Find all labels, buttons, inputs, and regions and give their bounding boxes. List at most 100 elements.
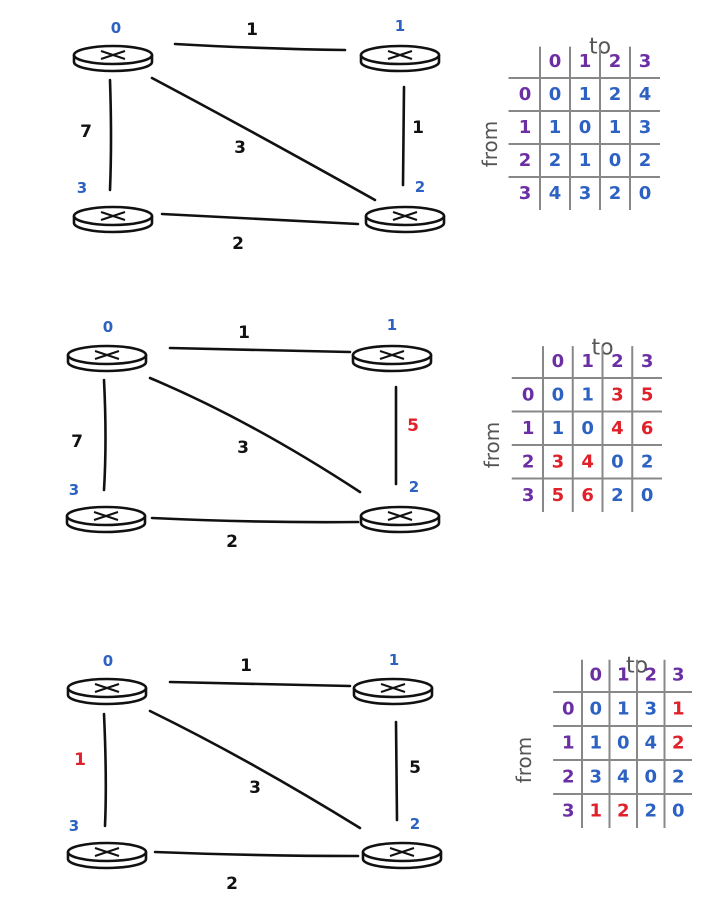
- col-header-0: 0: [549, 51, 562, 72]
- link-e12: [401, 85, 406, 187]
- row-header-2: 2: [522, 451, 535, 472]
- col-header-3: 3: [672, 665, 685, 686]
- link-e01: [168, 680, 352, 688]
- router-label-2: 2: [415, 178, 425, 196]
- table-cell: 2: [609, 84, 622, 105]
- table-cell: 2: [611, 485, 624, 506]
- from-label: from: [478, 121, 502, 168]
- link-cost-e02: 3: [237, 438, 249, 458]
- row-header-1: 1: [519, 117, 532, 138]
- router-icon: [66, 344, 148, 373]
- table-cell: 0: [644, 767, 657, 788]
- table-cell: 1: [672, 699, 685, 720]
- link-e32: [150, 516, 360, 524]
- router-icon: [359, 505, 441, 534]
- table-cell: 0: [589, 699, 602, 720]
- table-cell: 1: [579, 84, 592, 105]
- link-cost-e01: 1: [238, 323, 250, 343]
- link-cost-e03: 7: [80, 122, 92, 142]
- router-label-3: 3: [69, 817, 79, 835]
- table-cell: 5: [552, 485, 565, 506]
- col-header-1: 1: [581, 351, 594, 372]
- table-cell: 6: [641, 418, 654, 439]
- router-icon: [359, 44, 441, 73]
- table-cell: 4: [639, 84, 652, 105]
- table-cell: 0: [609, 150, 622, 171]
- row-header-1: 1: [562, 733, 575, 754]
- row-header-2: 2: [562, 767, 575, 788]
- link-cost-e01: 1: [246, 20, 258, 40]
- router-label-3: 3: [69, 481, 79, 499]
- col-header-2: 2: [611, 351, 624, 372]
- col-header-0: 0: [552, 351, 565, 372]
- table-cell: 1: [589, 733, 602, 754]
- table-cell: 0: [641, 485, 654, 506]
- router-icon: [364, 205, 446, 234]
- table-cell: 2: [609, 183, 622, 204]
- table-cell: 3: [579, 183, 592, 204]
- router-label-0: 0: [103, 652, 113, 670]
- router-icon: [352, 677, 434, 706]
- col-header-0: 0: [589, 665, 602, 686]
- link-cost-e12: 1: [412, 118, 424, 138]
- table-cell: 0: [581, 418, 594, 439]
- link-e01: [168, 346, 352, 354]
- link-cost-e32: 2: [232, 234, 244, 254]
- link-e01: [173, 42, 347, 52]
- table-cell: 1: [589, 801, 602, 822]
- router-label-1: 1: [387, 316, 397, 334]
- table-cell: 1: [609, 117, 622, 138]
- row-header-1: 1: [522, 418, 535, 439]
- link-cost-e02: 3: [249, 778, 261, 798]
- table-cell: 2: [641, 451, 654, 472]
- table-cell: 4: [611, 418, 624, 439]
- col-header-1: 1: [579, 51, 592, 72]
- table-cell: 3: [611, 384, 624, 405]
- link-e02: [150, 76, 377, 202]
- table-cell: 4: [617, 767, 630, 788]
- row-header-0: 0: [522, 384, 535, 405]
- router-icon: [66, 841, 148, 870]
- row-header-3: 3: [519, 183, 532, 204]
- router-icon: [361, 841, 443, 870]
- table-cell: 3: [639, 117, 652, 138]
- router-icon: [72, 44, 154, 73]
- link-e02: [148, 376, 362, 494]
- link-cost-e32: 2: [226, 874, 238, 894]
- table-cell: 1: [581, 384, 594, 405]
- router-icon: [72, 205, 154, 234]
- link-cost-e12: 5: [407, 416, 419, 436]
- table-cell: 0: [549, 84, 562, 105]
- table-cell: 0: [552, 384, 565, 405]
- table-cell: 2: [644, 801, 657, 822]
- router-label-1: 1: [395, 17, 405, 35]
- table-cell: 3: [644, 699, 657, 720]
- link-e32: [153, 850, 360, 858]
- row-header-2: 2: [519, 150, 532, 171]
- table-cell: 4: [581, 451, 594, 472]
- col-header-3: 3: [639, 51, 652, 72]
- table-cell: 1: [552, 418, 565, 439]
- col-header-1: 1: [617, 665, 630, 686]
- table-cell: 3: [589, 767, 602, 788]
- table-cell: 0: [611, 451, 624, 472]
- router-label-3: 3: [77, 179, 87, 197]
- table-cell: 0: [617, 733, 630, 754]
- table-cell: 2: [672, 733, 685, 754]
- row-header-0: 0: [562, 699, 575, 720]
- link-cost-e02: 3: [234, 138, 246, 158]
- table-cell: 0: [639, 183, 652, 204]
- router-icon: [351, 344, 433, 373]
- link-e32: [160, 212, 360, 226]
- router-label-2: 2: [410, 815, 420, 833]
- link-e03: [102, 712, 108, 828]
- link-cost-e03: 7: [71, 432, 83, 452]
- link-cost-e01: 1: [240, 656, 252, 676]
- from-label: from: [480, 422, 504, 469]
- link-e03: [108, 78, 113, 192]
- table-cell: 2: [617, 801, 630, 822]
